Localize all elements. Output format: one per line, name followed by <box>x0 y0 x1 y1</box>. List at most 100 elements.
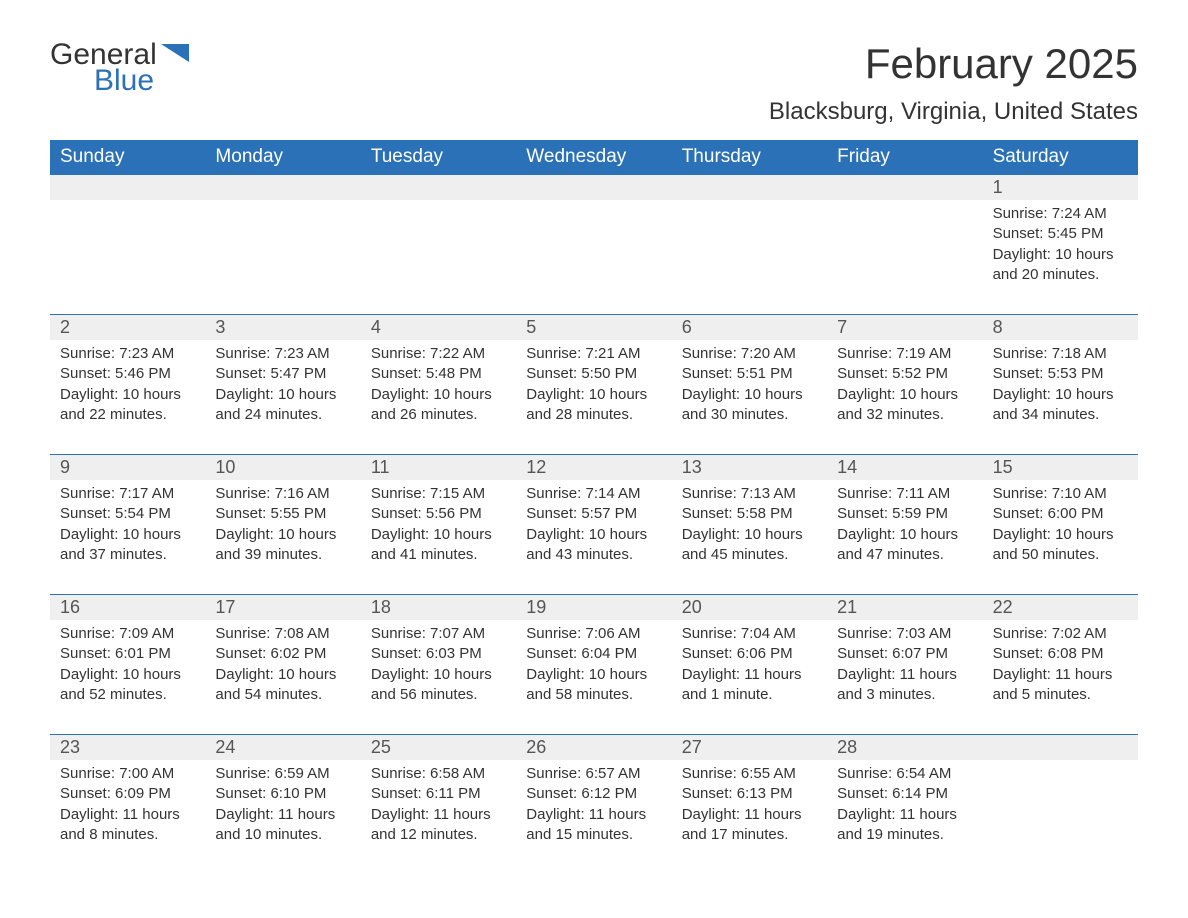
sunrise-text: Sunrise: 7:17 AM <box>60 484 195 504</box>
sunrise-text: Sunrise: 7:24 AM <box>993 204 1128 224</box>
week-daynums: 1 <box>50 175 1138 200</box>
logo: General Blue <box>50 40 189 96</box>
sunset-text: Sunset: 5:47 PM <box>215 364 350 384</box>
day-number <box>516 175 671 200</box>
flag-icon <box>161 44 189 66</box>
week-body: Sunrise: 7:09 AMSunset: 6:01 PMDaylight:… <box>50 620 1138 720</box>
sunrise-text: Sunrise: 6:57 AM <box>526 764 661 784</box>
day-cell <box>672 200 827 300</box>
month-title: February 2025 <box>769 40 1138 88</box>
day-cell: Sunrise: 7:23 AMSunset: 5:46 PMDaylight:… <box>50 340 205 440</box>
day-cell <box>361 200 516 300</box>
sunset-text: Sunset: 6:04 PM <box>526 644 661 664</box>
daylight-text: Daylight: 11 hours and 15 minutes. <box>526 805 661 846</box>
sunrise-text: Sunrise: 7:06 AM <box>526 624 661 644</box>
sunset-text: Sunset: 6:14 PM <box>837 784 972 804</box>
day-cell <box>50 200 205 300</box>
day-number: 16 <box>50 595 205 620</box>
day-number: 18 <box>361 595 516 620</box>
sunset-text: Sunset: 5:57 PM <box>526 504 661 524</box>
sunrise-text: Sunrise: 7:03 AM <box>837 624 972 644</box>
day-number: 9 <box>50 455 205 480</box>
sunset-text: Sunset: 6:07 PM <box>837 644 972 664</box>
day-header: Friday <box>827 140 982 174</box>
sunrise-text: Sunrise: 7:13 AM <box>682 484 817 504</box>
day-cell: Sunrise: 7:23 AMSunset: 5:47 PMDaylight:… <box>205 340 360 440</box>
daylight-text: Daylight: 10 hours and 26 minutes. <box>371 385 506 426</box>
day-header-row: Sunday Monday Tuesday Wednesday Thursday… <box>50 140 1138 174</box>
daylight-text: Daylight: 10 hours and 54 minutes. <box>215 665 350 706</box>
day-number: 14 <box>827 455 982 480</box>
sunset-text: Sunset: 5:59 PM <box>837 504 972 524</box>
day-number: 15 <box>983 455 1138 480</box>
week-body: Sunrise: 7:00 AMSunset: 6:09 PMDaylight:… <box>50 760 1138 860</box>
sunset-text: Sunset: 5:45 PM <box>993 224 1128 244</box>
sunrise-text: Sunrise: 7:23 AM <box>215 344 350 364</box>
day-number <box>827 175 982 200</box>
day-cell: Sunrise: 7:20 AMSunset: 5:51 PMDaylight:… <box>672 340 827 440</box>
week-daynums: 232425262728 <box>50 735 1138 760</box>
day-cell: Sunrise: 6:59 AMSunset: 6:10 PMDaylight:… <box>205 760 360 860</box>
sunrise-text: Sunrise: 6:59 AM <box>215 764 350 784</box>
day-cell: Sunrise: 7:16 AMSunset: 5:55 PMDaylight:… <box>205 480 360 580</box>
week-body: Sunrise: 7:24 AMSunset: 5:45 PMDaylight:… <box>50 200 1138 300</box>
day-number: 13 <box>672 455 827 480</box>
weeks-container: 1Sunrise: 7:24 AMSunset: 5:45 PMDaylight… <box>50 174 1138 860</box>
sunset-text: Sunset: 5:55 PM <box>215 504 350 524</box>
day-number: 12 <box>516 455 671 480</box>
day-cell: Sunrise: 7:18 AMSunset: 5:53 PMDaylight:… <box>983 340 1138 440</box>
daylight-text: Daylight: 10 hours and 58 minutes. <box>526 665 661 706</box>
day-number: 2 <box>50 315 205 340</box>
day-number: 22 <box>983 595 1138 620</box>
daylight-text: Daylight: 10 hours and 22 minutes. <box>60 385 195 426</box>
day-cell: Sunrise: 7:17 AMSunset: 5:54 PMDaylight:… <box>50 480 205 580</box>
daylight-text: Daylight: 10 hours and 52 minutes. <box>60 665 195 706</box>
sunrise-text: Sunrise: 7:10 AM <box>993 484 1128 504</box>
daylight-text: Daylight: 11 hours and 3 minutes. <box>837 665 972 706</box>
sunrise-text: Sunrise: 7:23 AM <box>60 344 195 364</box>
day-cell: Sunrise: 7:15 AMSunset: 5:56 PMDaylight:… <box>361 480 516 580</box>
day-number: 1 <box>983 175 1138 200</box>
title-block: February 2025 Blacksburg, Virginia, Unit… <box>769 40 1138 126</box>
location: Blacksburg, Virginia, United States <box>769 98 1138 126</box>
sunset-text: Sunset: 5:52 PM <box>837 364 972 384</box>
daylight-text: Daylight: 11 hours and 19 minutes. <box>837 805 972 846</box>
sunset-text: Sunset: 5:50 PM <box>526 364 661 384</box>
day-number: 23 <box>50 735 205 760</box>
day-number: 4 <box>361 315 516 340</box>
day-number: 19 <box>516 595 671 620</box>
week-body: Sunrise: 7:23 AMSunset: 5:46 PMDaylight:… <box>50 340 1138 440</box>
day-number: 27 <box>672 735 827 760</box>
day-number: 10 <box>205 455 360 480</box>
daylight-text: Daylight: 11 hours and 12 minutes. <box>371 805 506 846</box>
day-cell: Sunrise: 7:09 AMSunset: 6:01 PMDaylight:… <box>50 620 205 720</box>
sunrise-text: Sunrise: 7:07 AM <box>371 624 506 644</box>
day-cell: Sunrise: 7:04 AMSunset: 6:06 PMDaylight:… <box>672 620 827 720</box>
sunset-text: Sunset: 5:56 PM <box>371 504 506 524</box>
day-cell: Sunrise: 7:03 AMSunset: 6:07 PMDaylight:… <box>827 620 982 720</box>
calendar: Sunday Monday Tuesday Wednesday Thursday… <box>50 140 1138 860</box>
daylight-text: Daylight: 10 hours and 24 minutes. <box>215 385 350 426</box>
daylight-text: Daylight: 10 hours and 47 minutes. <box>837 525 972 566</box>
day-number: 20 <box>672 595 827 620</box>
day-cell: Sunrise: 7:06 AMSunset: 6:04 PMDaylight:… <box>516 620 671 720</box>
day-header: Thursday <box>672 140 827 174</box>
sunset-text: Sunset: 6:08 PM <box>993 644 1128 664</box>
week: 232425262728Sunrise: 7:00 AMSunset: 6:09… <box>50 734 1138 860</box>
day-number: 17 <box>205 595 360 620</box>
sunset-text: Sunset: 5:58 PM <box>682 504 817 524</box>
day-number <box>50 175 205 200</box>
sunset-text: Sunset: 6:02 PM <box>215 644 350 664</box>
day-cell <box>205 200 360 300</box>
day-number: 21 <box>827 595 982 620</box>
sunset-text: Sunset: 6:11 PM <box>371 784 506 804</box>
logo-word2: Blue <box>94 66 157 96</box>
day-number: 5 <box>516 315 671 340</box>
day-number <box>361 175 516 200</box>
week: 1Sunrise: 7:24 AMSunset: 5:45 PMDaylight… <box>50 174 1138 300</box>
day-cell: Sunrise: 7:21 AMSunset: 5:50 PMDaylight:… <box>516 340 671 440</box>
day-cell: Sunrise: 6:55 AMSunset: 6:13 PMDaylight:… <box>672 760 827 860</box>
day-number: 6 <box>672 315 827 340</box>
week: 9101112131415Sunrise: 7:17 AMSunset: 5:5… <box>50 454 1138 580</box>
daylight-text: Daylight: 10 hours and 41 minutes. <box>371 525 506 566</box>
